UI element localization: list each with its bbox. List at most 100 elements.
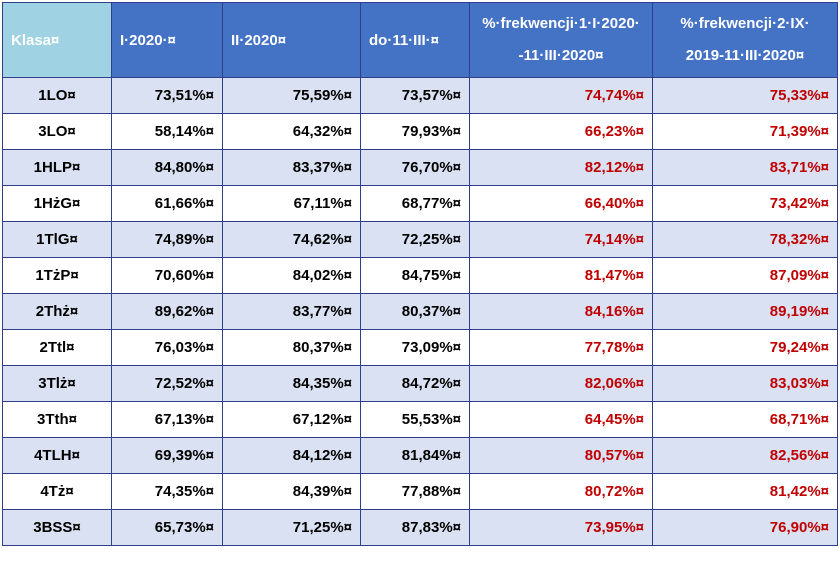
cell-feb-2020: 80,37%¤ [222, 329, 361, 366]
cell-feb-2020: 84,39%¤ [222, 473, 361, 510]
cell-to-mar-11: 55,53%¤ [360, 401, 470, 438]
cell-attendance-since-sep: 83,71%¤ [652, 149, 838, 186]
cell-klasa: 3Tlż¤ [2, 365, 112, 402]
table-row: 3LO¤ 58,14%¤ 64,32%¤ 79,93%¤ 66,23%¤ 71,39%¤ [2, 113, 838, 150]
cell-attendance-since-jan: 73,95%¤ [469, 509, 653, 546]
cell-jan-2020: 73,51%¤ [111, 77, 223, 114]
header-attendance-since-jan-line2: -11·III·2020¤ [518, 47, 604, 64]
cell-attendance-since-jan: 77,78%¤ [469, 329, 653, 366]
header-feb-2020: II·2020¤ [222, 2, 361, 78]
cell-klasa: 2Ttl¤ [2, 329, 112, 366]
cell-klasa: 3BSS¤ [2, 509, 112, 546]
cell-attendance-since-jan: 66,23%¤ [469, 113, 653, 150]
cell-jan-2020: 67,13%¤ [111, 401, 223, 438]
cell-attendance-since-sep: 89,19%¤ [652, 293, 838, 330]
cell-attendance-since-sep: 81,42%¤ [652, 473, 838, 510]
cell-attendance-since-jan: 84,16%¤ [469, 293, 653, 330]
cell-attendance-since-jan: 66,40%¤ [469, 185, 653, 222]
header-row: Klasa¤ I·2020·¤ II·2020¤ do·11·III·¤ %·f… [2, 2, 838, 78]
cell-to-mar-11: 84,72%¤ [360, 365, 470, 402]
table-row: 1TlG¤ 74,89%¤ 74,62%¤ 72,25%¤ 74,14%¤ 78,32%¤ [2, 221, 838, 258]
cell-jan-2020: 89,62%¤ [111, 293, 223, 330]
header-attendance-since-jan-line1: %·frekwencji·1·I·2020· [482, 15, 640, 32]
cell-feb-2020: 75,59%¤ [222, 77, 361, 114]
cell-to-mar-11: 73,09%¤ [360, 329, 470, 366]
cell-attendance-since-jan: 74,74%¤ [469, 77, 653, 114]
cell-attendance-since-sep: 78,32%¤ [652, 221, 838, 258]
table-row: 3BSS¤ 65,73%¤ 71,25%¤ 87,83%¤ 73,95%¤ 76,90%¤ [2, 509, 838, 546]
cell-jan-2020: 76,03%¤ [111, 329, 223, 366]
cell-jan-2020: 65,73%¤ [111, 509, 223, 546]
table-row: 4Tż¤ 74,35%¤ 84,39%¤ 77,88%¤ 80,72%¤ 81,42%¤ [2, 473, 838, 510]
table-row: 1LO¤ 73,51%¤ 75,59%¤ 73,57%¤ 74,74%¤ 75,33%¤ [2, 77, 838, 114]
cell-attendance-since-sep: 73,42%¤ [652, 185, 838, 222]
cell-feb-2020: 84,35%¤ [222, 365, 361, 402]
cell-to-mar-11: 87,83%¤ [360, 509, 470, 546]
cell-attendance-since-jan: 64,45%¤ [469, 401, 653, 438]
cell-jan-2020: 74,89%¤ [111, 221, 223, 258]
cell-to-mar-11: 68,77%¤ [360, 185, 470, 222]
table-row: 4TLH¤ 69,39%¤ 84,12%¤ 81,84%¤ 80,57%¤ 82,56%¤ [2, 437, 838, 474]
header-to-mar-11: do·11·III·¤ [360, 2, 470, 78]
cell-to-mar-11: 73,57%¤ [360, 77, 470, 114]
cell-attendance-since-jan: 80,72%¤ [469, 473, 653, 510]
cell-to-mar-11: 81,84%¤ [360, 437, 470, 474]
cell-attendance-since-sep: 79,24%¤ [652, 329, 838, 366]
table-row: 1HżG¤ 61,66%¤ 67,11%¤ 68,77%¤ 66,40%¤ 73,42%¤ [2, 185, 838, 222]
cell-feb-2020: 67,11%¤ [222, 185, 361, 222]
cell-to-mar-11: 79,93%¤ [360, 113, 470, 150]
cell-klasa: 3LO¤ [2, 113, 112, 150]
header-attendance-since-sep-line1: %·frekwencji·2·IX· [680, 15, 810, 32]
cell-klasa: 1HżG¤ [2, 185, 112, 222]
cell-to-mar-11: 77,88%¤ [360, 473, 470, 510]
cell-attendance-since-jan: 81,47%¤ [469, 257, 653, 294]
cell-jan-2020: 69,39%¤ [111, 437, 223, 474]
cell-attendance-since-sep: 87,09%¤ [652, 257, 838, 294]
table-row: 1HLP¤ 84,80%¤ 83,37%¤ 76,70%¤ 82,12%¤ 83,71%¤ [2, 149, 838, 186]
cell-feb-2020: 67,12%¤ [222, 401, 361, 438]
cell-jan-2020: 74,35%¤ [111, 473, 223, 510]
cell-klasa: 1TlG¤ [2, 221, 112, 258]
cell-attendance-since-sep: 83,03%¤ [652, 365, 838, 402]
cell-jan-2020: 84,80%¤ [111, 149, 223, 186]
cell-feb-2020: 71,25%¤ [222, 509, 361, 546]
cell-attendance-since-jan: 80,57%¤ [469, 437, 653, 474]
cell-attendance-since-jan: 82,12%¤ [469, 149, 653, 186]
cell-jan-2020: 58,14%¤ [111, 113, 223, 150]
cell-jan-2020: 72,52%¤ [111, 365, 223, 402]
cell-klasa: 1HLP¤ [2, 149, 112, 186]
cell-to-mar-11: 76,70%¤ [360, 149, 470, 186]
cell-attendance-since-jan: 74,14%¤ [469, 221, 653, 258]
cell-klasa: 4Tż¤ [2, 473, 112, 510]
table-row: 1TżP¤ 70,60%¤ 84,02%¤ 84,75%¤ 81,47%¤ 87,09%¤ [2, 257, 838, 294]
cell-jan-2020: 61,66%¤ [111, 185, 223, 222]
cell-klasa: 4TLH¤ [2, 437, 112, 474]
cell-to-mar-11: 84,75%¤ [360, 257, 470, 294]
cell-klasa: 1TżP¤ [2, 257, 112, 294]
cell-feb-2020: 74,62%¤ [222, 221, 361, 258]
header-attendance-since-sep-line2: 2019-11·III·2020¤ [685, 47, 805, 64]
cell-attendance-since-sep: 76,90%¤ [652, 509, 838, 546]
cell-feb-2020: 64,32%¤ [222, 113, 361, 150]
cell-to-mar-11: 80,37%¤ [360, 293, 470, 330]
attendance-table: Klasa¤ I·2020·¤ II·2020¤ do·11·III·¤ %·f… [2, 2, 838, 546]
table-row: 3Tlż¤ 72,52%¤ 84,35%¤ 84,72%¤ 82,06%¤ 83,03%¤ [2, 365, 838, 402]
cell-attendance-since-sep: 82,56%¤ [652, 437, 838, 474]
cell-attendance-since-sep: 75,33%¤ [652, 77, 838, 114]
table-row: 2Thż¤ 89,62%¤ 83,77%¤ 80,37%¤ 84,16%¤ 89,19%¤ [2, 293, 838, 330]
table-row: 2Ttl¤ 76,03%¤ 80,37%¤ 73,09%¤ 77,78%¤ 79,24%¤ [2, 329, 838, 366]
cell-jan-2020: 70,60%¤ [111, 257, 223, 294]
header-klasa: Klasa¤ [2, 2, 112, 78]
cell-feb-2020: 83,37%¤ [222, 149, 361, 186]
cell-klasa: 3Tth¤ [2, 401, 112, 438]
table-row: 3Tth¤ 67,13%¤ 67,12%¤ 55,53%¤ 64,45%¤ 68,71%¤ [2, 401, 838, 438]
cell-attendance-since-sep: 71,39%¤ [652, 113, 838, 150]
cell-to-mar-11: 72,25%¤ [360, 221, 470, 258]
cell-attendance-since-jan: 82,06%¤ [469, 365, 653, 402]
cell-feb-2020: 84,12%¤ [222, 437, 361, 474]
header-attendance-since-jan: %·frekwencji·1·I·2020· -11·III·2020¤ [469, 2, 653, 78]
cell-feb-2020: 84,02%¤ [222, 257, 361, 294]
cell-attendance-since-sep: 68,71%¤ [652, 401, 838, 438]
cell-klasa: 1LO¤ [2, 77, 112, 114]
cell-klasa: 2Thż¤ [2, 293, 112, 330]
